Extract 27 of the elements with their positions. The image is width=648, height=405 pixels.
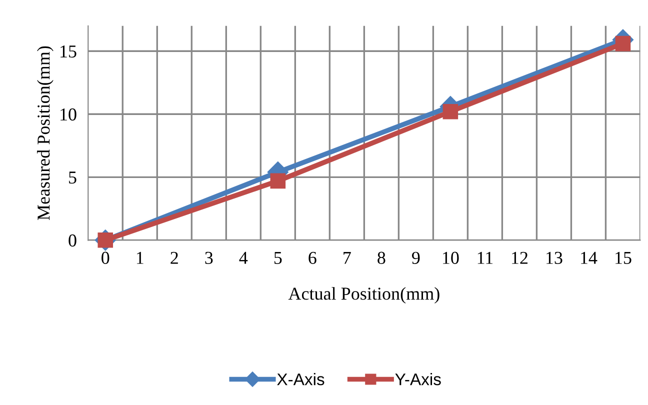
x-tick-label: 14 xyxy=(581,252,598,264)
x-tick-label: 9 xyxy=(412,252,420,264)
x-tick-label: 7 xyxy=(344,252,351,264)
x-tick-label: 13 xyxy=(546,252,562,264)
x-tick-label: 11 xyxy=(478,252,493,264)
point xyxy=(615,36,631,52)
y-tick-label: 10 xyxy=(60,108,76,121)
point xyxy=(270,173,286,189)
x-tick-label: 12 xyxy=(512,252,528,264)
y-tick-label: 5 xyxy=(69,172,76,184)
y-tick-label: 15 xyxy=(60,45,76,58)
x-tick-label: 8 xyxy=(378,252,386,264)
x-axis-title: Actual Position(mm) xyxy=(288,287,440,304)
x-tick-label: 6 xyxy=(308,252,316,264)
x-tick-label: 15 xyxy=(616,252,632,264)
y-axis-title: Measured Position(mm) xyxy=(37,46,54,220)
x-tick-label: 2 xyxy=(170,252,178,264)
legend-label: Y-Axis xyxy=(395,373,441,386)
x-tick-label: 1 xyxy=(136,252,144,264)
x-tick-label: 4 xyxy=(239,252,248,264)
x-tick-label: 0 xyxy=(102,252,110,264)
y-tick-label: 0 xyxy=(68,234,76,247)
point xyxy=(442,104,458,120)
legend-label: X-Axis xyxy=(277,373,324,386)
x-tick-label: 10 xyxy=(443,252,459,264)
x-tick-label: 3 xyxy=(205,252,213,264)
x-tick-label: 5 xyxy=(274,252,282,264)
